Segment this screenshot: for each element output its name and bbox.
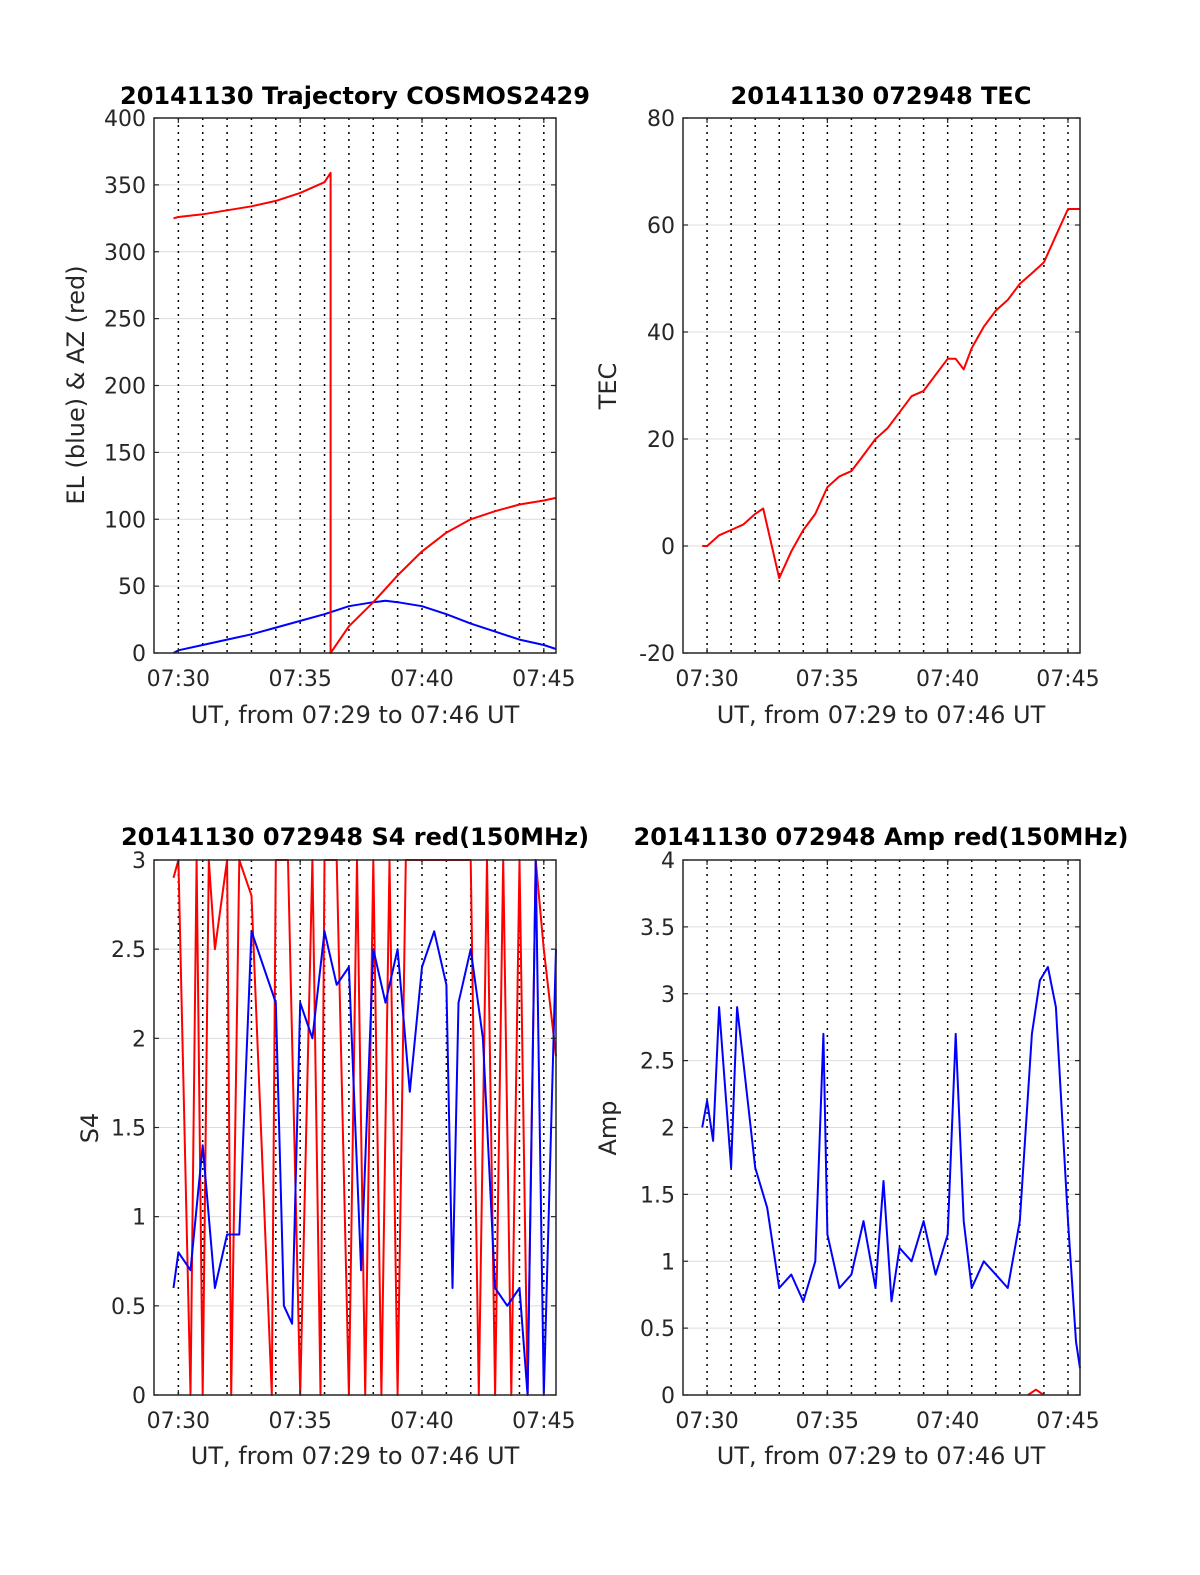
x-tick-label: 07:45 (1036, 667, 1099, 692)
x-tick-label: 07:45 (1036, 1409, 1099, 1434)
y-tick-label: 2 (661, 1117, 675, 1142)
y-tick-label: 100 (104, 508, 146, 533)
y-tick-label: 1.5 (111, 1117, 146, 1142)
y-tick-label: 0 (132, 642, 146, 667)
y-tick-label: 20 (647, 428, 675, 453)
panel-title: 20141130 072948 Amp red(150MHz) (634, 823, 1129, 851)
panel-title: 20141130 072948 S4 red(150MHz) (121, 823, 589, 851)
x-tick-label: 07:40 (916, 1409, 979, 1434)
y-tick-label: 2.5 (640, 1050, 675, 1075)
x-axis-label: UT, from 07:29 to 07:46 UT (717, 1442, 1046, 1470)
x-tick-label: 07:30 (147, 667, 210, 692)
y-axis-label: S4 (76, 1113, 104, 1144)
y-tick-label: 80 (647, 107, 675, 132)
x-tick-label: 07:35 (796, 667, 859, 692)
y-tick-label: 60 (647, 214, 675, 239)
series-line (172, 859, 557, 1396)
panel-amp: 20141130 072948 Amp red(150MHz) UT, from… (594, 823, 1128, 1470)
y-tick-label: 250 (104, 308, 146, 333)
y-tick-label: 3 (661, 983, 675, 1008)
x-tick-label: 07:35 (268, 1409, 331, 1434)
y-tick-label: 1.5 (640, 1183, 675, 1208)
y-tick-label: 200 (104, 375, 146, 400)
y-tick-label: 2 (132, 1027, 146, 1052)
panel-tec: 20141130 072948 TEC UT, from 07:29 to 07… (594, 82, 1100, 729)
series-line (173, 171, 557, 654)
x-tick-label: 07:30 (675, 1409, 738, 1434)
panel-title: 20141130 Trajectory COSMOS2429 (120, 82, 590, 110)
panel-title: 20141130 072948 TEC (731, 82, 1032, 110)
y-tick-label: 400 (104, 107, 146, 132)
plot-area (683, 118, 1080, 653)
y-tick-label: 150 (104, 441, 146, 466)
y-tick-label: 0 (661, 1384, 675, 1409)
y-tick-label: 3 (132, 849, 146, 874)
y-tick-label: 0 (132, 1384, 146, 1409)
y-axis-label: EL (blue) & AZ (red) (62, 265, 90, 504)
y-tick-label: 4 (661, 849, 675, 874)
y-tick-label: 350 (104, 174, 146, 199)
x-axis-label: UT, from 07:29 to 07:46 UT (191, 1442, 520, 1470)
panel-s4: 20141130 072948 S4 red(150MHz) UT, from … (76, 823, 589, 1470)
panel-trajectory: 20141130 Trajectory COSMOS2429 UT, from … (62, 82, 590, 729)
x-tick-label: 07:30 (675, 667, 738, 692)
x-tick-label: 07:35 (796, 1409, 859, 1434)
y-tick-label: 0.5 (640, 1317, 675, 1342)
x-tick-label: 07:45 (512, 1409, 575, 1434)
y-tick-label: 0 (661, 535, 675, 560)
y-tick-label: 300 (104, 241, 146, 266)
x-tick-label: 07:40 (916, 667, 979, 692)
y-tick-label: 2.5 (111, 938, 146, 963)
x-axis-label: UT, from 07:29 to 07:46 UT (717, 701, 1046, 729)
y-tick-label: 3.5 (640, 916, 675, 941)
series-line (702, 208, 1080, 580)
axes-frame (682, 117, 1081, 654)
x-tick-label: 07:30 (147, 1409, 210, 1434)
series-line (701, 966, 1081, 1369)
x-axis-label: UT, from 07:29 to 07:46 UT (191, 701, 520, 729)
y-tick-label: 40 (647, 321, 675, 346)
y-axis-label: Amp (594, 1100, 622, 1155)
y-axis-label: TEC (594, 363, 622, 411)
y-tick-label: 1 (661, 1250, 675, 1275)
x-tick-label: 07:45 (512, 667, 575, 692)
series-line (1027, 1388, 1045, 1396)
y-tick-label: 50 (118, 575, 146, 600)
x-tick-label: 07:35 (268, 667, 331, 692)
y-tick-label: -20 (639, 642, 675, 667)
y-tick-label: 0.5 (111, 1295, 146, 1320)
x-tick-label: 07:40 (390, 667, 453, 692)
x-tick-label: 07:40 (390, 1409, 453, 1434)
y-tick-label: 1 (132, 1206, 146, 1231)
